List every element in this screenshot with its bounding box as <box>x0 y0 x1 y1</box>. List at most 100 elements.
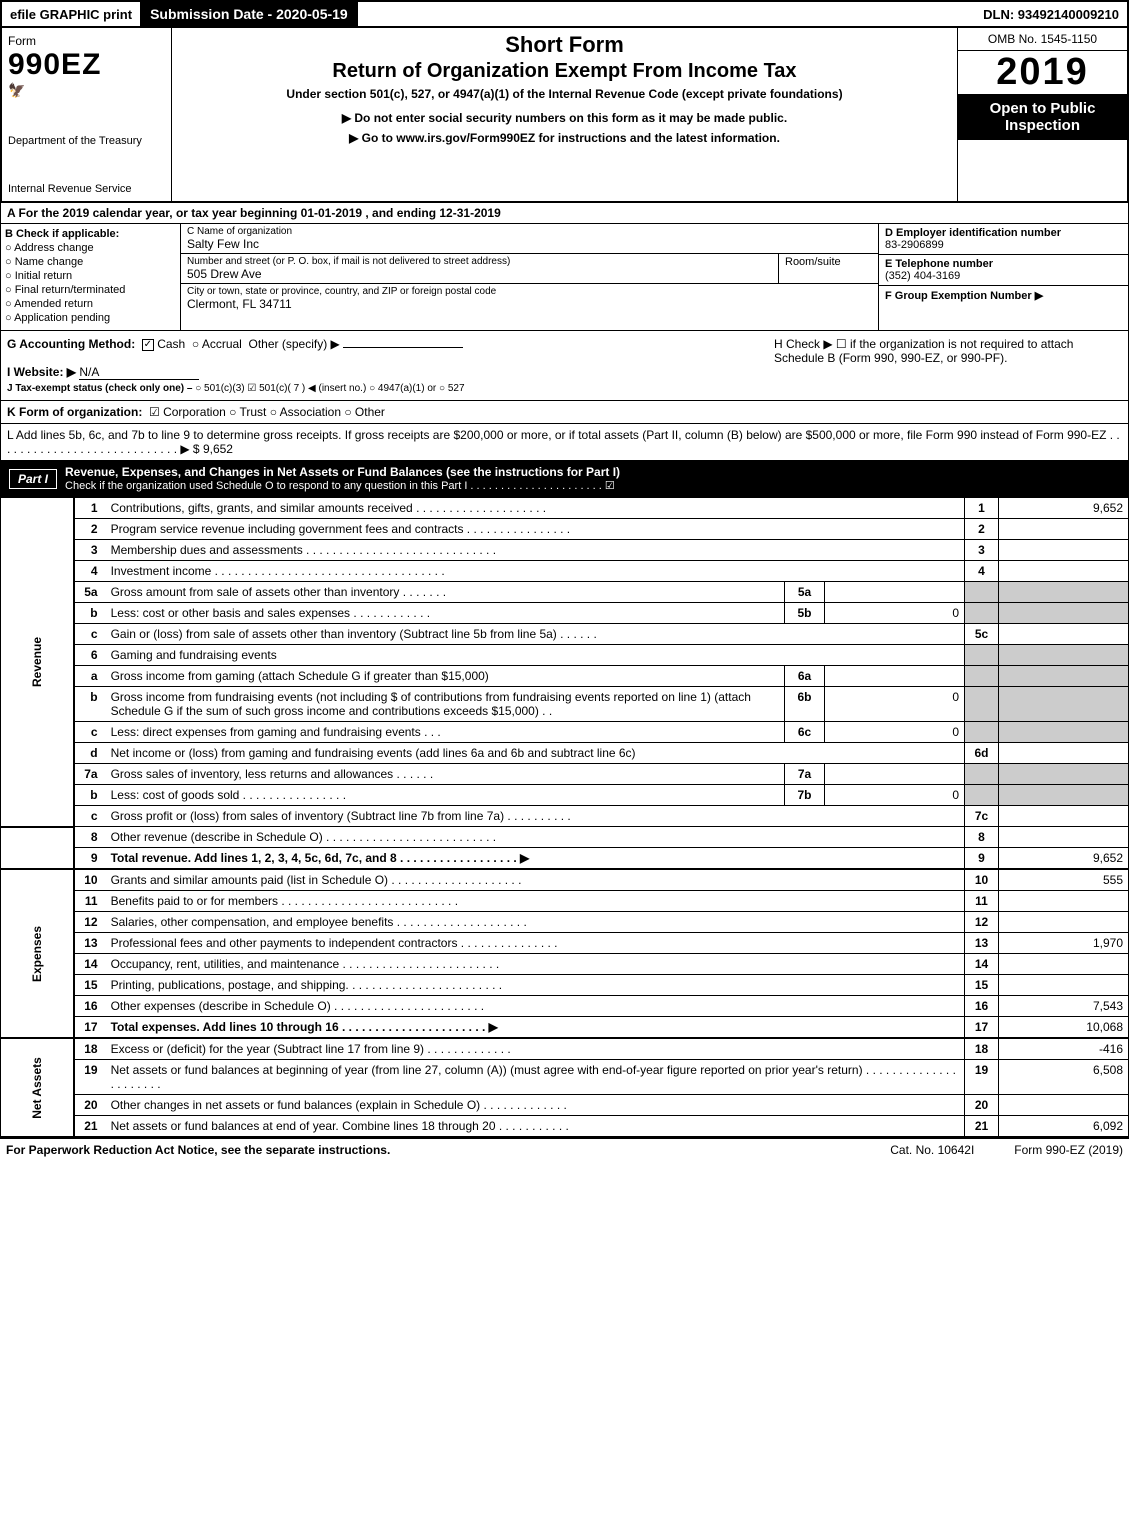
part1-subtitle: Check if the organization used Schedule … <box>65 479 1120 492</box>
line-14-endnum: 14 <box>965 954 999 975</box>
line-7c-desc: Gross profit or (loss) from sales of inv… <box>106 806 965 827</box>
footer-paperwork: For Paperwork Reduction Act Notice, see … <box>6 1143 890 1157</box>
website-value: N/A <box>79 365 199 380</box>
line-20-desc: Other changes in net assets or fund bala… <box>106 1095 965 1116</box>
line-17-val: 10,068 <box>999 1017 1129 1039</box>
city-label: City or town, state or province, country… <box>187 286 872 297</box>
line-7b-desc: Less: cost of goods sold . . . . . . . .… <box>106 785 785 806</box>
efile-label: efile GRAPHIC print <box>2 3 140 26</box>
line-7b-subval: 0 <box>825 785 965 806</box>
line-7b-shaded2 <box>999 785 1129 806</box>
line-6b-desc: Gross income from fundraising events (no… <box>106 687 785 722</box>
line-17-desc: Total expenses. Add lines 10 through 16 … <box>106 1017 965 1039</box>
g-label: G Accounting Method: <box>7 337 135 351</box>
chk-final-return[interactable]: Final return/terminated <box>5 284 176 296</box>
chk-cash[interactable] <box>142 339 154 351</box>
line-7a-desc: Gross sales of inventory, less returns a… <box>106 764 785 785</box>
info-row: B Check if applicable: Address change Na… <box>0 224 1129 331</box>
line-6b-shaded <box>965 687 999 722</box>
other-label: Other (specify) ▶ <box>249 337 340 351</box>
line-5b-shaded <box>965 603 999 624</box>
phone-value: (352) 404-3169 <box>885 270 960 282</box>
line-5b-shaded2 <box>999 603 1129 624</box>
addr-value: 505 Drew Ave <box>187 267 772 281</box>
room-suite-label: Room/suite <box>778 254 878 283</box>
line-8-val <box>999 827 1129 848</box>
line-7c-val <box>999 806 1129 827</box>
line-16-num: 16 <box>74 996 106 1017</box>
subsection-text: Under section 501(c), 527, or 4947(a)(1)… <box>180 87 949 101</box>
top-bar: efile GRAPHIC print Submission Date - 20… <box>0 0 1129 28</box>
box-b-title: B Check if applicable: <box>5 228 176 240</box>
footer-catno: Cat. No. 10642I <box>890 1143 974 1157</box>
dept-treasury: Department of the Treasury <box>8 135 165 147</box>
line-9-num: 9 <box>74 848 106 870</box>
sidelabel-netassets: Net Assets <box>30 1057 44 1119</box>
form-header: Form 990EZ 🦅 Department of the Treasury … <box>0 28 1129 203</box>
chk-amended-return[interactable]: Amended return <box>5 298 176 310</box>
info-right: D Employer identification number 83-2906… <box>878 224 1128 330</box>
line-19-endnum: 19 <box>965 1060 999 1095</box>
line-6b-num: b <box>74 687 106 722</box>
line-5a-desc: Gross amount from sale of assets other t… <box>106 582 785 603</box>
line-15-endnum: 15 <box>965 975 999 996</box>
line-6-shaded <box>965 645 999 666</box>
sidelabel-revenue: Revenue <box>30 631 44 693</box>
box-b: B Check if applicable: Address change Na… <box>1 224 181 330</box>
line-12-val <box>999 912 1129 933</box>
line-5a-sub: 5a <box>785 582 825 603</box>
line-5b-subval: 0 <box>825 603 965 624</box>
line-3-val <box>999 540 1129 561</box>
line-4-desc: Investment income . . . . . . . . . . . … <box>106 561 965 582</box>
org-name-value: Salty Few Inc <box>187 237 872 251</box>
ssn-notice: ▶ Do not enter social security numbers o… <box>180 111 949 125</box>
omb-number: OMB No. 1545-1150 <box>958 28 1127 51</box>
line-18-val: -416 <box>999 1038 1129 1060</box>
line-5a-num: 5a <box>74 582 106 603</box>
line-9-desc: Total revenue. Add lines 1, 2, 3, 4, 5c,… <box>106 848 965 870</box>
j-opts: ○ 501(c)(3) ☑ 501(c)( 7 ) ◀ (insert no.)… <box>195 383 464 394</box>
part1-table: Revenue 1 Contributions, gifts, grants, … <box>0 497 1129 1137</box>
line-6b-subval: 0 <box>825 687 965 722</box>
line-1-val: 9,652 <box>999 498 1129 519</box>
line-5c-endnum: 5c <box>965 624 999 645</box>
line-12-endnum: 12 <box>965 912 999 933</box>
line-7a-sub: 7a <box>785 764 825 785</box>
phone-label: E Telephone number <box>885 258 993 270</box>
chk-address-change[interactable]: Address change <box>5 242 176 254</box>
box-c: C Name of organization Salty Few Inc Num… <box>181 224 878 330</box>
i-label: I Website: ▶ <box>7 365 76 379</box>
chk-initial-return[interactable]: Initial return <box>5 270 176 282</box>
line-7c-num: c <box>74 806 106 827</box>
box-g: G Accounting Method: Cash ○ Accrual Othe… <box>1 331 768 400</box>
line-5c-num: c <box>74 624 106 645</box>
line-6d-val <box>999 743 1129 764</box>
line-21-num: 21 <box>74 1116 106 1137</box>
main-title: Return of Organization Exempt From Incom… <box>180 60 949 83</box>
line-9-val: 9,652 <box>999 848 1129 870</box>
line-6a-subval <box>825 666 965 687</box>
city-value: Clermont, FL 34711 <box>187 297 872 311</box>
line-6a-shaded <box>965 666 999 687</box>
line-6c-num: c <box>74 722 106 743</box>
tax-year: 2019 <box>958 51 1127 94</box>
line-20-endnum: 20 <box>965 1095 999 1116</box>
chk-name-change[interactable]: Name change <box>5 256 176 268</box>
line-6-desc: Gaming and fundraising events <box>106 645 965 666</box>
website-notice: ▶ Go to www.irs.gov/Form990EZ for instru… <box>180 131 949 145</box>
cash-label: Cash <box>157 337 185 351</box>
line-6a-shaded2 <box>999 666 1129 687</box>
chk-application-pending[interactable]: Application pending <box>5 312 176 324</box>
line-16-val: 7,543 <box>999 996 1129 1017</box>
form-number: 990EZ <box>8 48 165 82</box>
line-5b-sub: 5b <box>785 603 825 624</box>
line-6c-sub: 6c <box>785 722 825 743</box>
line-6d-endnum: 6d <box>965 743 999 764</box>
line-17-endnum: 17 <box>965 1017 999 1039</box>
line-5b-num: b <box>74 603 106 624</box>
line-13-val: 1,970 <box>999 933 1129 954</box>
footer-formid: Form 990-EZ (2019) <box>1014 1143 1123 1157</box>
line-19-val: 6,508 <box>999 1060 1129 1095</box>
line-1-num: 1 <box>74 498 106 519</box>
line-11-desc: Benefits paid to or for members . . . . … <box>106 891 965 912</box>
